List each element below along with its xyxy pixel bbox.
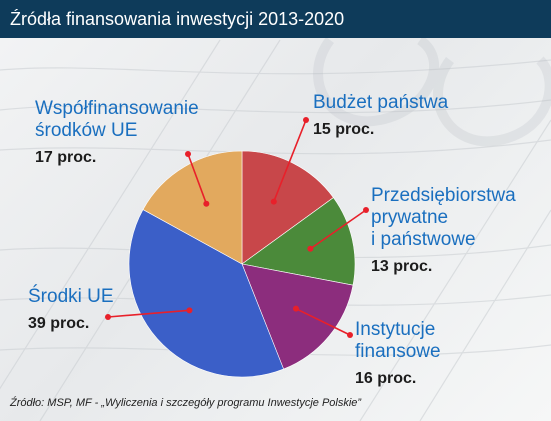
leader-dot-wspolfinansowanie-outer: [185, 151, 191, 157]
slice-label-srodki-ue: Środki UE: [28, 286, 114, 307]
slice-label-wspolfinansowanie-line2: środków UE: [35, 120, 138, 141]
leader-dot-budzet-outer: [303, 117, 309, 123]
title-bar: Źródła finansowania inwestycji 2013-2020: [0, 0, 551, 38]
leader-line-wspolfinansowanie: [187, 153, 208, 204]
slice-value-instytucje: 16 proc.: [355, 370, 417, 387]
leader-dot-srodki-ue-outer: [105, 314, 111, 320]
label-budzet: Budżet państwa 15 proc.: [313, 92, 448, 140]
label-wspolfinansowanie: Współfinansowanie środków UE 17 proc.: [35, 98, 199, 168]
pie-slice-srodki-ue: [128, 209, 284, 378]
leader-dot-przedsiebiorstwa-outer: [363, 207, 369, 213]
slice-label-przedsiebiorstwa-line1: Przedsiębiorstwa: [371, 185, 516, 206]
chart-title: Źródła finansowania inwestycji 2013-2020: [10, 9, 345, 29]
leader-line-przedsiebiorstwa: [309, 209, 367, 250]
slice-label-wspolfinansowanie-line1: Współfinansowanie: [35, 98, 199, 119]
leader-dot-srodki-ue-inner: [186, 307, 193, 314]
slice-value-wspolfinansowanie: 17 proc.: [35, 149, 97, 166]
leader-dot-instytucje-outer: [347, 332, 353, 338]
slice-value-budzet: 15 proc.: [313, 121, 375, 138]
slice-label-instytucje-line1: Instytucje: [355, 319, 436, 340]
slice-label-instytucje-line2: finansowe: [355, 341, 441, 362]
slice-label-przedsiebiorstwa-line3: i państwowe: [371, 229, 476, 250]
pie-slice-instytucje: [241, 263, 354, 370]
slice-value-przedsiebiorstwa: 13 proc.: [371, 258, 433, 275]
leader-dot-wspolfinansowanie-inner: [203, 200, 210, 207]
label-instytucje: Instytucje finansowe 16 proc.: [355, 319, 441, 389]
slice-label-budzet: Budżet państwa: [313, 92, 449, 113]
pie-slice-wspolfinansowanie: [142, 150, 243, 265]
label-srodki-ue: Środki UE 39 proc.: [28, 286, 114, 334]
slice-label-przedsiebiorstwa-line2: prywatne: [371, 207, 449, 228]
leader-line-instytucje: [295, 307, 351, 336]
source-note: Źródło: MSP, MF - „Wyliczenia i szczegół…: [10, 397, 362, 409]
pie-slice-przedsiebiorstwa: [241, 197, 356, 286]
leader-line-srodki-ue: [107, 309, 190, 318]
pie-slice-budzet: [241, 150, 334, 265]
leader-dot-instytucje-inner: [292, 305, 299, 312]
leader-dot-budzet-inner: [270, 198, 277, 205]
label-przedsiebiorstwa: Przedsiębiorstwa prywatne i państwowe 13…: [371, 185, 516, 277]
leader-dot-przedsiebiorstwa-inner: [307, 245, 314, 252]
leader-line-budzet: [273, 119, 307, 202]
slice-value-srodki-ue: 39 proc.: [28, 315, 90, 332]
